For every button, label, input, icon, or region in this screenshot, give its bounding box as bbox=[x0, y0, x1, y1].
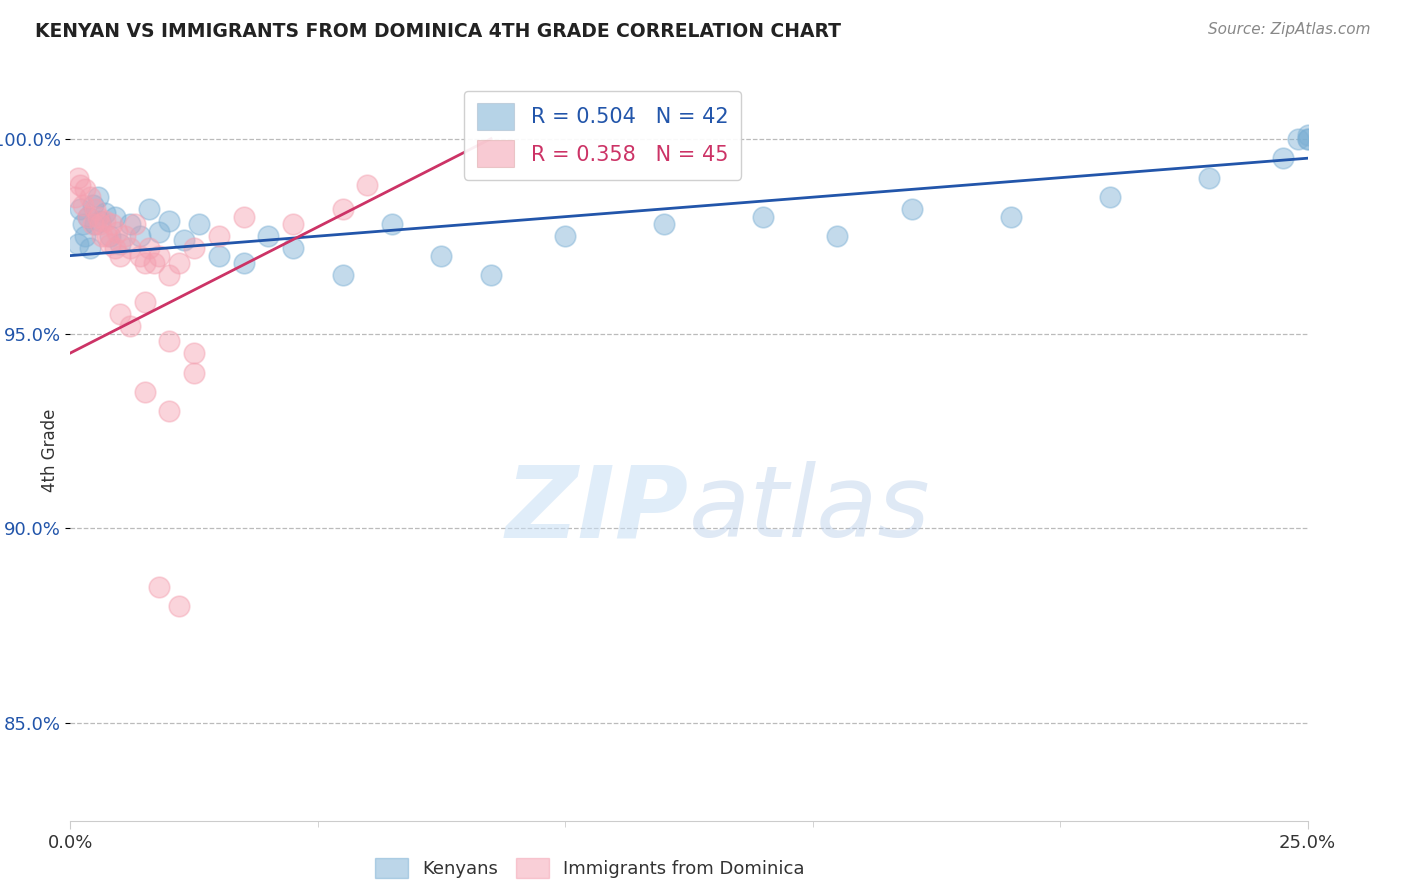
Point bbox=[124, 218, 146, 232]
Point bbox=[157, 268, 180, 282]
Point bbox=[183, 346, 205, 360]
Point bbox=[208, 249, 231, 263]
Point bbox=[134, 256, 156, 270]
Point bbox=[75, 182, 97, 196]
Point bbox=[104, 210, 127, 224]
Point bbox=[381, 218, 404, 232]
Point bbox=[138, 202, 160, 216]
Point bbox=[128, 229, 150, 244]
Point bbox=[332, 268, 354, 282]
Point bbox=[157, 404, 180, 418]
Point bbox=[1098, 190, 1121, 204]
Point bbox=[96, 229, 118, 244]
Point bbox=[1271, 151, 1294, 165]
Text: KENYAN VS IMMIGRANTS FROM DOMINICA 4TH GRADE CORRELATION CHART: KENYAN VS IMMIGRANTS FROM DOMINICA 4TH G… bbox=[35, 22, 841, 41]
Point bbox=[94, 213, 117, 227]
Point bbox=[1000, 210, 1022, 224]
Point bbox=[157, 334, 180, 349]
Point bbox=[173, 233, 195, 247]
Point bbox=[118, 318, 141, 333]
Point bbox=[148, 249, 170, 263]
Y-axis label: 4th Grade: 4th Grade bbox=[41, 409, 59, 492]
Point bbox=[281, 241, 304, 255]
Point bbox=[232, 210, 254, 224]
Point bbox=[167, 599, 190, 614]
Point bbox=[91, 229, 114, 244]
Point bbox=[1198, 170, 1220, 185]
Point bbox=[89, 218, 111, 232]
Point bbox=[479, 268, 502, 282]
Point bbox=[66, 170, 89, 185]
Point bbox=[1296, 132, 1319, 146]
Point bbox=[148, 580, 170, 594]
Point bbox=[134, 384, 156, 399]
Point bbox=[98, 236, 121, 251]
Point bbox=[1296, 128, 1319, 142]
Point bbox=[1286, 132, 1309, 146]
Point bbox=[134, 295, 156, 310]
Text: ZIP: ZIP bbox=[506, 461, 689, 558]
Point bbox=[900, 202, 922, 216]
Point bbox=[114, 229, 136, 244]
Point bbox=[143, 256, 166, 270]
Point bbox=[281, 218, 304, 232]
Point bbox=[118, 218, 141, 232]
Point bbox=[118, 241, 141, 255]
Point bbox=[827, 229, 849, 244]
Point bbox=[257, 229, 280, 244]
Point bbox=[89, 213, 111, 227]
Point bbox=[65, 190, 87, 204]
Point bbox=[76, 210, 98, 224]
Point bbox=[752, 210, 775, 224]
Point bbox=[652, 218, 675, 232]
Point bbox=[101, 218, 124, 232]
Point bbox=[430, 249, 453, 263]
Point bbox=[208, 229, 231, 244]
Point bbox=[75, 229, 97, 244]
Point bbox=[98, 229, 121, 244]
Point bbox=[138, 241, 160, 255]
Point bbox=[232, 256, 254, 270]
Point bbox=[76, 210, 98, 224]
Point bbox=[183, 241, 205, 255]
Point bbox=[72, 218, 94, 232]
Point bbox=[82, 218, 104, 232]
Text: Source: ZipAtlas.com: Source: ZipAtlas.com bbox=[1208, 22, 1371, 37]
Point bbox=[554, 229, 576, 244]
Point bbox=[86, 210, 108, 224]
Point bbox=[84, 218, 107, 232]
Point bbox=[188, 218, 211, 232]
Point bbox=[66, 236, 89, 251]
Point bbox=[356, 178, 378, 193]
Point bbox=[82, 198, 104, 212]
Point bbox=[84, 202, 107, 216]
Text: atlas: atlas bbox=[689, 461, 931, 558]
Point bbox=[183, 366, 205, 380]
Point bbox=[86, 190, 108, 204]
Point bbox=[332, 202, 354, 216]
Point bbox=[108, 249, 131, 263]
Point bbox=[148, 225, 170, 239]
Point bbox=[79, 190, 101, 204]
Point bbox=[105, 225, 128, 239]
Point bbox=[1296, 132, 1319, 146]
Point bbox=[108, 307, 131, 321]
Point bbox=[69, 178, 91, 193]
Point bbox=[104, 241, 127, 255]
Point bbox=[69, 202, 91, 216]
Point bbox=[108, 236, 131, 251]
Point bbox=[79, 241, 101, 255]
Point bbox=[157, 213, 180, 227]
Point bbox=[94, 206, 117, 220]
Point bbox=[72, 198, 94, 212]
Point bbox=[167, 256, 190, 270]
Point bbox=[128, 249, 150, 263]
Legend: Kenyans, Immigrants from Dominica: Kenyans, Immigrants from Dominica bbox=[368, 850, 811, 886]
